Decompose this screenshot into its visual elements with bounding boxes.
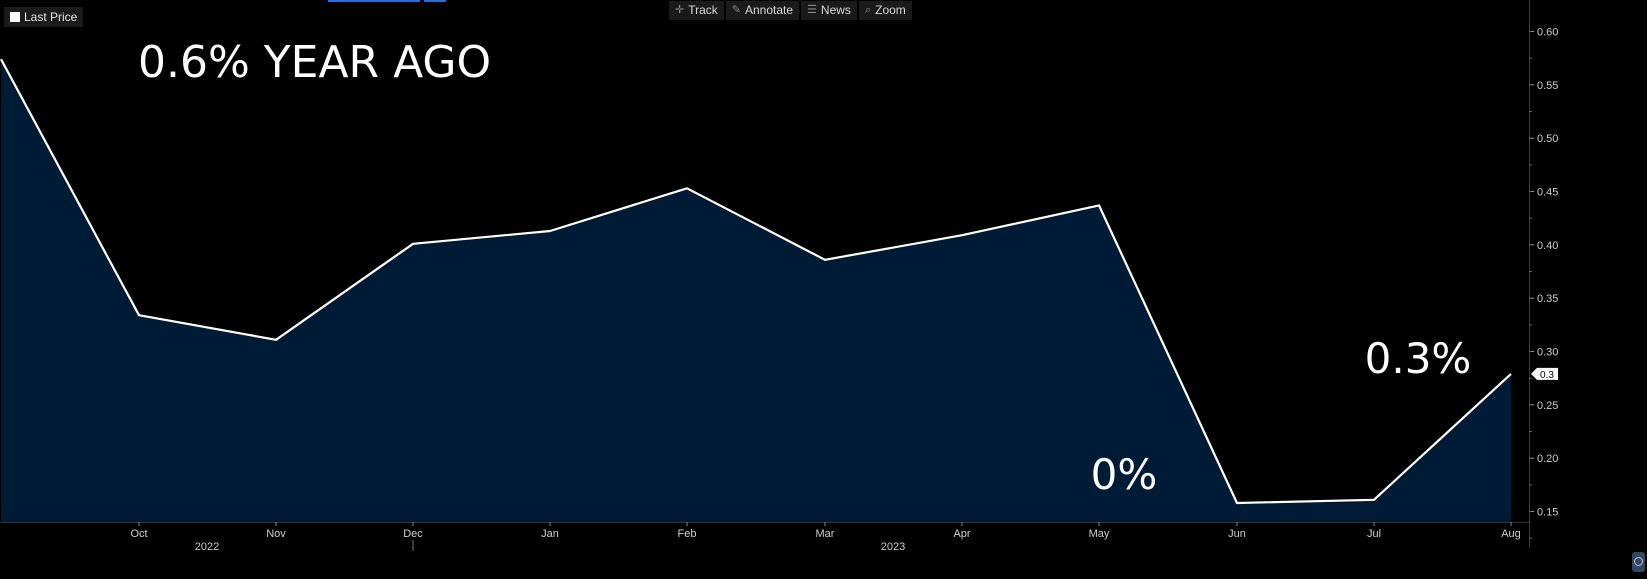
x-tick-label: Jan xyxy=(541,528,559,540)
y-tick-label: 0.35 xyxy=(1537,293,1558,305)
y-tick-label: 0.25 xyxy=(1537,400,1558,412)
x-tick-label: Nov xyxy=(266,528,286,540)
x-tick-label: Feb xyxy=(678,528,697,540)
legend[interactable]: Last Price xyxy=(4,7,84,27)
x-tick-label: Jun xyxy=(1228,528,1246,540)
y-tick-label: 0.30 xyxy=(1537,347,1558,359)
x-tick-label: Mar xyxy=(816,528,835,540)
legend-label: Last Price xyxy=(24,10,78,24)
zoom-button[interactable]: ⌕ Zoom xyxy=(858,1,912,20)
x-tick-label: Jul xyxy=(1367,528,1381,540)
zoom-label: Zoom xyxy=(875,3,906,17)
annotation-label: 0.6% YEAR AGO xyxy=(138,37,491,88)
area-fill xyxy=(1,59,1511,522)
y-tick-label: 0.40 xyxy=(1537,240,1558,252)
top-accent-line-left xyxy=(328,0,420,2)
chart-settings-button[interactable] xyxy=(1632,552,1645,572)
news-button[interactable]: ☰ News xyxy=(801,1,857,20)
track-label: Track xyxy=(688,3,718,17)
annotate-label: Annotate xyxy=(745,3,794,17)
news-icon: ☰ xyxy=(807,4,817,16)
y-tick-label: 0.60 xyxy=(1537,27,1558,39)
x-tick-label: Dec xyxy=(403,528,423,540)
annotation-label: 0% xyxy=(1091,450,1158,499)
x-tick-label: Aug xyxy=(1501,528,1521,540)
last-value-label: 0.3 xyxy=(1540,370,1554,381)
chart-toolbar: ✛ Track ✎ Annotate ☰ News ⌕ Zoom xyxy=(669,1,912,20)
series-line xyxy=(0,58,1512,505)
y-axis: 0.15 0.20 0.25 0.30 0.35 0.40 0.45 0.50 0.55 0.60… xyxy=(1529,0,1558,548)
magnifier-icon: ⌕ xyxy=(864,4,872,16)
y-tick-label: 0.15 xyxy=(1537,507,1558,519)
news-label: News xyxy=(820,3,851,17)
y-tick-label: 0.45 xyxy=(1537,187,1558,199)
top-accent-line-right xyxy=(424,0,446,2)
y-tick-label: 0.55 xyxy=(1537,80,1558,92)
crosshair-icon: ✛ xyxy=(675,4,685,16)
pencil-icon: ✎ xyxy=(731,4,741,16)
last-value-marker xyxy=(1531,367,1558,380)
annotate-button[interactable]: ✎ Annotate xyxy=(725,1,800,20)
x-tick-label: May xyxy=(1089,528,1110,540)
x-tick-label: Oct xyxy=(130,528,147,540)
legend-swatch xyxy=(10,12,20,22)
plot-area xyxy=(0,58,1512,522)
x-tick-label: Apr xyxy=(953,528,970,540)
x-year-label: 2023 xyxy=(881,541,905,553)
y-tick-label: 0.50 xyxy=(1537,133,1558,145)
y-tick-label: 0.20 xyxy=(1537,453,1558,465)
annotations: 0.6% YEAR AGO 0% 0.3% xyxy=(138,37,1471,499)
annotation-label: 0.3% xyxy=(1365,334,1472,383)
x-year-label: 2022 xyxy=(195,541,219,553)
track-button[interactable]: ✛ Track xyxy=(669,1,724,20)
settings-icon xyxy=(1634,557,1643,566)
x-axis: Oct Nov Dec Jan Feb Mar Apr May Jun Jul Aug 2022 202… xyxy=(0,522,1529,553)
